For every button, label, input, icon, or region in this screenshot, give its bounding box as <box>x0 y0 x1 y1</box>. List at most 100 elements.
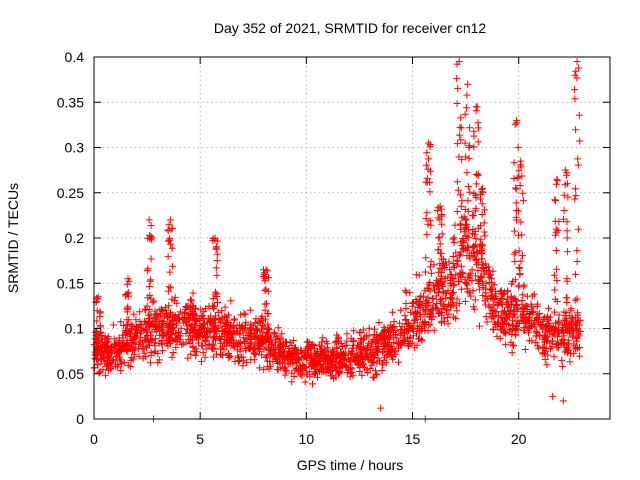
y-tick-label: 0 <box>76 411 84 427</box>
data-point <box>406 334 414 342</box>
data-point <box>560 316 568 324</box>
data-point <box>471 305 479 313</box>
data-point <box>449 289 456 297</box>
data-point <box>373 347 380 355</box>
data-point <box>320 351 328 359</box>
data-point <box>572 192 580 200</box>
data-point <box>178 341 186 349</box>
x-tick-label: 10 <box>299 431 315 447</box>
data-point <box>492 308 500 316</box>
data-point <box>137 321 145 329</box>
data-point <box>217 336 225 343</box>
data-point <box>262 333 269 340</box>
data-point <box>551 231 559 239</box>
data-point <box>425 320 433 328</box>
data-point <box>396 341 404 349</box>
axes: 0 0.05 0.1 0.15 0.2 0.25 0.3 0.35 0.4 0 5 10 15 20 <box>57 49 610 447</box>
data-point <box>105 366 113 374</box>
data-point <box>199 312 207 320</box>
data-point <box>518 172 526 180</box>
chart-title: Day 352 of 2021, SRMTID for receiver cn1… <box>214 20 487 36</box>
data-point <box>465 226 473 234</box>
data-point <box>198 342 206 350</box>
data-point <box>189 312 196 319</box>
data-point <box>463 243 471 251</box>
data-point <box>347 357 355 365</box>
data-point <box>243 339 251 347</box>
data-point <box>453 307 461 315</box>
data-point <box>333 344 341 352</box>
data-point <box>168 353 176 361</box>
data-point <box>356 368 364 375</box>
data-point <box>457 124 465 132</box>
data-point <box>422 254 430 262</box>
data-point <box>553 341 561 348</box>
data-point <box>510 342 517 350</box>
data-point <box>425 155 432 163</box>
data-point <box>272 346 280 354</box>
data-point <box>422 298 430 306</box>
data-point <box>470 132 478 140</box>
data-point <box>576 321 584 329</box>
data-point <box>276 334 284 342</box>
data-point <box>263 357 271 365</box>
data-point <box>189 289 197 297</box>
data-point <box>574 225 582 233</box>
data-point <box>437 249 445 257</box>
data-point <box>417 292 425 300</box>
data-point <box>453 178 461 186</box>
data-point <box>527 300 535 308</box>
data-point <box>474 138 482 146</box>
data-point <box>252 315 260 323</box>
data-point <box>267 362 275 370</box>
data-point <box>551 196 559 204</box>
data-point <box>132 316 140 324</box>
data-point <box>146 359 154 367</box>
data-point <box>216 334 223 342</box>
data-point <box>248 333 256 341</box>
data-point <box>453 75 461 83</box>
data-point <box>435 233 443 241</box>
data-point <box>488 285 496 293</box>
data-point <box>379 348 387 356</box>
data-point <box>309 341 317 348</box>
data-point <box>568 313 576 321</box>
data-point <box>462 104 470 112</box>
data-point <box>456 191 464 199</box>
data-point <box>357 340 365 348</box>
data-point <box>122 329 130 337</box>
data-point <box>189 329 197 337</box>
data-point <box>358 337 365 345</box>
data-point <box>110 356 117 364</box>
data-point <box>426 217 434 225</box>
data-point <box>307 344 314 352</box>
data-point <box>535 344 543 352</box>
data-point <box>407 308 415 316</box>
data-point <box>466 124 473 132</box>
data-point <box>381 326 389 334</box>
data-point <box>426 287 434 295</box>
data-point <box>246 306 254 314</box>
data-point <box>462 221 469 229</box>
data-point <box>437 319 445 327</box>
data-point <box>490 325 498 333</box>
data-point <box>528 337 536 345</box>
data-point <box>551 331 559 339</box>
data-point <box>413 341 421 349</box>
data-point <box>141 325 149 333</box>
data-point <box>543 333 550 341</box>
data-point <box>514 143 522 151</box>
data-point <box>439 255 447 263</box>
data-point <box>261 306 269 314</box>
data-point <box>558 356 566 364</box>
data-point <box>375 319 383 326</box>
data-point <box>464 80 472 88</box>
data-point <box>424 220 432 228</box>
data-point <box>279 343 286 350</box>
data-point <box>331 339 339 347</box>
data-point <box>247 320 255 328</box>
data-point <box>103 341 111 349</box>
data-point <box>466 142 474 150</box>
data-point <box>113 349 121 356</box>
data-point <box>213 271 221 279</box>
